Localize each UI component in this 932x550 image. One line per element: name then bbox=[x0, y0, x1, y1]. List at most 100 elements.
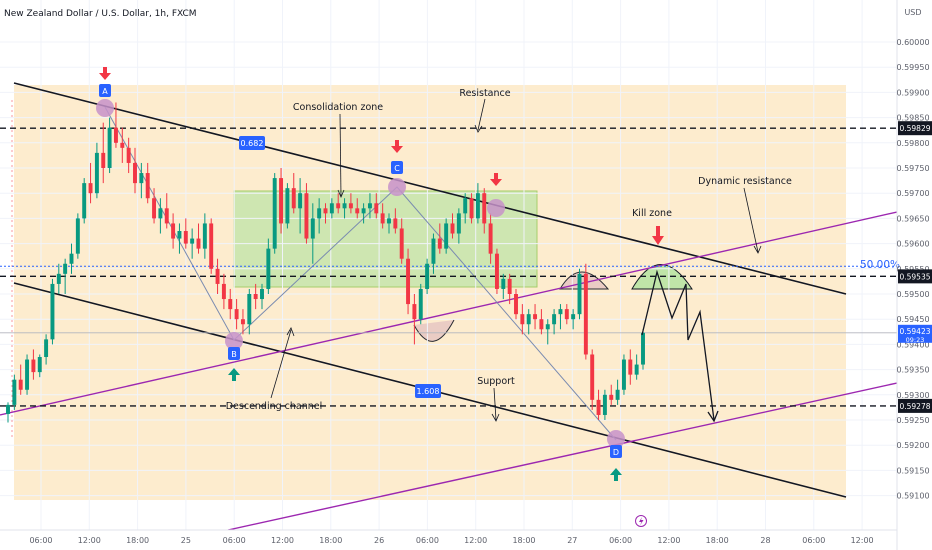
buy-arrow-b bbox=[228, 368, 240, 381]
candle-body bbox=[94, 152, 99, 194]
markers-layer: A B C D 0.682 1.608 bbox=[96, 67, 664, 481]
candle-body bbox=[634, 364, 639, 375]
projection-arrowhead bbox=[707, 410, 719, 423]
candle-body bbox=[596, 399, 601, 415]
candle-body bbox=[641, 332, 645, 365]
candle-body bbox=[431, 238, 436, 264]
candle-body bbox=[329, 203, 334, 214]
point-a-label-bg bbox=[99, 84, 111, 97]
last-price-tag: 0.59423 bbox=[899, 327, 930, 336]
candle-body bbox=[272, 178, 277, 249]
y-tick-label: 0.59450 bbox=[896, 315, 929, 324]
candle-body bbox=[564, 309, 569, 320]
candle-body bbox=[602, 394, 607, 415]
candle-body bbox=[437, 238, 442, 249]
candle-body bbox=[514, 294, 518, 315]
candle-body bbox=[196, 238, 201, 249]
point-d-label: D bbox=[613, 448, 619, 457]
candle-body bbox=[494, 253, 499, 289]
y-tick-label: 0.59400 bbox=[896, 340, 929, 349]
consolidation-zone bbox=[233, 190, 538, 288]
candle-body bbox=[323, 208, 328, 214]
point-c-label-bg bbox=[391, 161, 403, 174]
candle-body bbox=[475, 193, 480, 219]
price-axis[interactable]: 0.60000 0.59950 0.59900 0.59850 0.59800 0.597… bbox=[896, 0, 932, 550]
level-tag-bg bbox=[898, 269, 932, 284]
candle-body bbox=[120, 142, 125, 148]
level-tag: 0.59535 bbox=[899, 272, 930, 281]
x-tick-label: 06:00 bbox=[416, 536, 439, 545]
candle-body bbox=[126, 147, 131, 163]
candle-body bbox=[253, 294, 258, 300]
sell-arrow-c bbox=[391, 140, 403, 153]
candle-body bbox=[577, 273, 582, 315]
candle-body bbox=[107, 127, 112, 168]
candle-body bbox=[152, 198, 157, 219]
lightning-icon[interactable] bbox=[635, 515, 647, 527]
candle-body bbox=[520, 314, 525, 325]
candle-body bbox=[621, 359, 626, 390]
point-b-label-bg bbox=[228, 347, 240, 360]
x-tick-label: 06:00 bbox=[223, 536, 246, 545]
candle-body bbox=[355, 208, 360, 214]
buy-arrow-d bbox=[610, 468, 622, 481]
candle-body bbox=[145, 173, 150, 199]
x-tick-label: 06:00 bbox=[29, 536, 52, 545]
candle-body bbox=[101, 152, 106, 168]
candle-body bbox=[202, 223, 207, 249]
x-tick-label: 18:00 bbox=[706, 536, 729, 545]
candle-body bbox=[374, 203, 379, 214]
x-tick-label: 25 bbox=[181, 536, 191, 545]
x-tick-label: 18:00 bbox=[319, 536, 342, 545]
point-c-label: C bbox=[394, 164, 400, 173]
candle-body bbox=[317, 208, 322, 219]
sell-arrow-c2 bbox=[490, 173, 502, 186]
candle-body bbox=[342, 203, 347, 209]
candle-body bbox=[507, 278, 512, 294]
x-tick-label: 26 bbox=[374, 536, 384, 545]
y-tick-label: 0.59500 bbox=[896, 290, 929, 299]
y-tick-label: 0.59850 bbox=[896, 114, 929, 123]
pattern-line bbox=[104, 106, 617, 441]
time-axis[interactable]: 06:00 12:00 18:00 25 06:00 12:00 18:00 26 06:00 1… bbox=[0, 529, 897, 545]
candle-body bbox=[190, 238, 195, 244]
y-tick-label: 0.59250 bbox=[896, 416, 929, 425]
candle-body bbox=[12, 379, 17, 405]
point-c2-marker bbox=[487, 199, 505, 217]
candle-body bbox=[406, 258, 411, 305]
candle-body bbox=[228, 299, 233, 310]
candle-body bbox=[177, 231, 182, 239]
y-tick-label: 0.59900 bbox=[896, 88, 929, 97]
candle-body bbox=[113, 127, 118, 143]
candle-body bbox=[545, 324, 550, 330]
point-a-label: A bbox=[102, 87, 108, 96]
kill-zone-label: Kill zone bbox=[632, 208, 672, 219]
resistance-label: Resistance bbox=[459, 88, 510, 99]
candle-body bbox=[412, 304, 417, 320]
y-tick-label: 0.59350 bbox=[896, 366, 929, 375]
candle-body bbox=[37, 357, 42, 373]
x-tick-label: 27 bbox=[567, 536, 577, 545]
candle-body bbox=[450, 223, 455, 234]
point-c-marker bbox=[388, 178, 406, 196]
candle-body bbox=[367, 203, 372, 209]
ratio-bd-bg bbox=[415, 384, 441, 398]
y-tick-label: 0.59600 bbox=[896, 240, 929, 249]
x-tick-label: 12:00 bbox=[271, 536, 294, 545]
level-tag: 0.59829 bbox=[899, 124, 930, 133]
candle-body bbox=[139, 173, 144, 184]
candles-layer bbox=[6, 102, 645, 423]
sell-arrow-a bbox=[99, 67, 111, 80]
candle-body bbox=[25, 359, 30, 390]
levels-layer bbox=[0, 127, 897, 407]
sell-arrow-kill bbox=[652, 226, 664, 245]
channel-fill bbox=[14, 85, 846, 500]
y-tick-label: 0.59750 bbox=[896, 164, 929, 173]
level-tag: 0.59278 bbox=[899, 402, 930, 411]
x-tick-label: 12:00 bbox=[464, 536, 487, 545]
candle-body bbox=[88, 183, 93, 194]
candle-body bbox=[628, 359, 633, 375]
candle-body bbox=[31, 359, 36, 373]
